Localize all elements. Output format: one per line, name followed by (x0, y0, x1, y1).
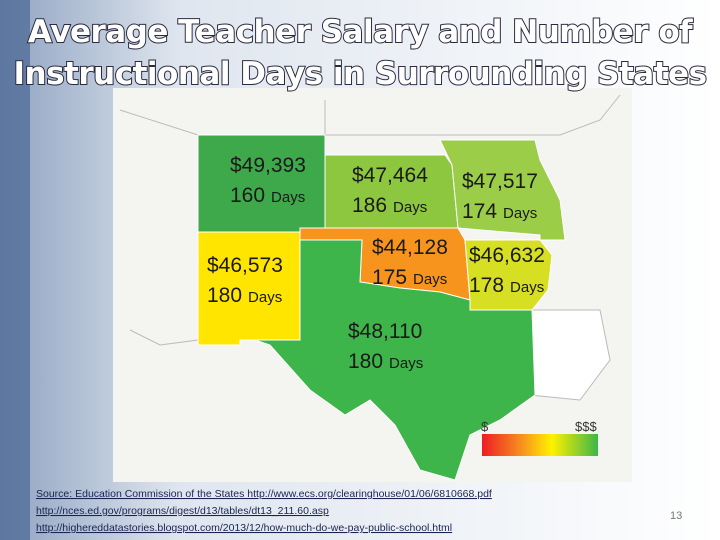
days-unit: Days (413, 271, 447, 288)
source-line[interactable]: Source: Education Commission of the Stat… (36, 488, 492, 500)
title-line: Average Teacher Salary and Number of (28, 14, 693, 50)
state (439, 139, 566, 241)
days-label: 180 Days (348, 350, 423, 373)
days-value: 180 (207, 284, 242, 307)
slide-number: 13 (670, 510, 682, 522)
salary-label: $46,632 (469, 244, 545, 267)
days-unit: Days (271, 189, 305, 206)
salary-label: $47,517 (462, 170, 538, 193)
days-unit: Days (503, 205, 537, 222)
state (254, 239, 536, 481)
days-unit: Days (248, 289, 282, 306)
days-value: 175 (372, 266, 407, 289)
source-line[interactable]: http://nces.ed.gov/programs/digest/d13/t… (36, 505, 329, 517)
days-label: 178 Days (469, 274, 544, 297)
days-value: 160 (230, 184, 265, 207)
days-label: 180 Days (207, 284, 282, 307)
days-value: 178 (469, 274, 504, 297)
border (324, 94, 621, 136)
legend-high: $$$ (575, 419, 597, 434)
salary-label: $48,110 (348, 320, 422, 343)
days-value: 186 (352, 194, 387, 217)
source-line[interactable]: http://highereddatastories.blogspot.com/… (36, 522, 452, 534)
days-value: 180 (348, 350, 383, 373)
days-unit: Days (510, 279, 544, 296)
legend-scale (482, 434, 598, 456)
map: $49,393 160 Days $47,464 186 Days $47,517 174 Da… (119, 94, 621, 481)
legend-low: $ (481, 419, 489, 434)
side-band (0, 0, 30, 540)
salary-label: $49,393 (230, 154, 306, 177)
days-unit: Days (393, 199, 427, 216)
days-label: 175 Days (372, 266, 447, 289)
salary-label: $46,573 (207, 254, 283, 277)
days-label: 160 Days (230, 184, 305, 207)
salary-label: $47,464 (352, 164, 428, 187)
title-line: Instructional Days in Surrounding States (13, 56, 706, 92)
days-label: 186 Days (352, 194, 427, 217)
days-value: 174 (462, 200, 497, 223)
salary-label: $44,128 (372, 236, 448, 259)
days-unit: Days (389, 355, 423, 372)
days-label: 174 Days (462, 200, 537, 223)
